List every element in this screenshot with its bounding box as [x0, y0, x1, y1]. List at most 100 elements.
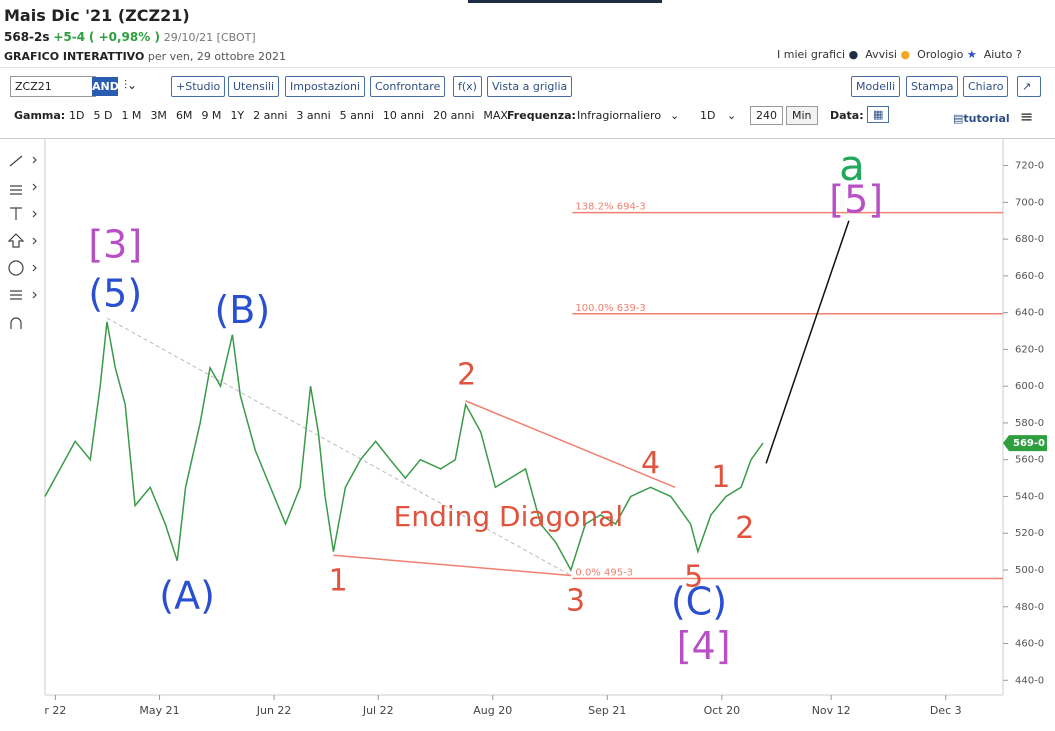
frequency-label: Frequenza: [507, 109, 576, 122]
wave-label: (A) [159, 574, 215, 618]
price-tag-label: 569-0 [1013, 438, 1045, 449]
fib-label: 138.2% 694-3 [575, 202, 645, 213]
y-tick-label: 440-0 [1015, 675, 1044, 686]
y-tick-label: 580-0 [1015, 418, 1044, 429]
wave-label: [5] [829, 177, 883, 221]
range[interactable]: 5 D [93, 109, 113, 122]
and-toggle[interactable]: AND [92, 77, 119, 96]
interval[interactable]: 1D [700, 109, 716, 122]
date-label: Data: [830, 109, 864, 122]
quote: 568-2s +5-4 ( +0,98% ) 29/10/21 [CBOT] [4, 30, 256, 44]
change-pct: ( +0,98% ) [88, 30, 160, 44]
fib-label: 100.0% 639-3 [575, 303, 645, 314]
button[interactable]: Confrontare [370, 76, 446, 97]
wave-label: 4 [641, 446, 660, 481]
frequency[interactable]: Infragiornaliero [577, 109, 662, 122]
title: Mais Dic '21 (ZCZ21) [4, 6, 190, 25]
minutes-unit[interactable]: Min [786, 106, 818, 125]
x-tick-label: Nov 12 [812, 704, 851, 717]
wave-label: 3 [566, 583, 585, 618]
date: 29/10/21 [CBOT] [163, 31, 256, 44]
x-tick-label: Dec 3 [930, 704, 962, 717]
wave-label: 1 [329, 563, 348, 598]
separator [0, 67, 1055, 68]
calendar[interactable]: ▦ [867, 106, 890, 123]
expand-button[interactable]: ↗ [1017, 76, 1041, 97]
link[interactable]: I miei grafici [777, 48, 846, 61]
wave-label: 2 [457, 358, 476, 393]
x-tick-label: Jun 22 [256, 704, 292, 717]
wave-label: (5) [88, 272, 142, 316]
subtitle-text: per ven, 29 ottobre 2021 [147, 50, 286, 63]
x-tick-label: Jul 22 [362, 704, 394, 717]
button[interactable]: Modelli [851, 76, 901, 97]
y-tick-label: 680-0 [1015, 234, 1044, 245]
chart-type[interactable]: ⫶⌄ [124, 78, 138, 92]
range[interactable]: 5 anni [339, 109, 374, 122]
price: 568-2s [4, 30, 50, 44]
x-tick-label: Sep 21 [588, 704, 626, 717]
y-tick-label: 500-0 [1015, 565, 1044, 576]
price-tag [1003, 435, 1047, 452]
range[interactable]: 6M [175, 109, 193, 122]
wave-label: a [839, 141, 865, 190]
subtitle: GRAFICO INTERATTIVO per ven, 29 ottobre … [4, 50, 286, 63]
x-tick-label: r 22 [44, 704, 66, 717]
range[interactable]: 1 M [121, 109, 142, 122]
button[interactable]: f(x) [453, 76, 482, 97]
x-tick-label: Oct 20 [704, 704, 741, 717]
y-tick-label: 560-0 [1015, 455, 1044, 466]
symbol-input[interactable]: ZCZ21 [10, 76, 96, 97]
minutes[interactable]: 240 [750, 106, 783, 125]
button[interactable]: Impostazioni [285, 76, 366, 97]
y-tick-label: 540-0 [1015, 491, 1044, 502]
x-tick-label: May 21 [139, 704, 179, 717]
range[interactable]: 3M [150, 109, 167, 122]
range[interactable]: 20 anni [433, 109, 475, 122]
wave-label: 2 [735, 511, 754, 546]
top-links: I miei grafici ● Avvisi ● Orologio ★ Aiu… [777, 48, 1022, 61]
y-tick-label: 520-0 [1015, 528, 1044, 539]
y-tick-label: 660-0 [1015, 271, 1044, 282]
button[interactable]: Stampa [906, 76, 959, 97]
menu[interactable]: ≡ [1020, 107, 1034, 126]
y-tick-label: 480-0 [1015, 602, 1044, 613]
price-line [44, 321, 764, 572]
button[interactable]: Chiaro [963, 76, 1009, 97]
button[interactable]: Utensili [228, 76, 280, 97]
range[interactable]: MAX [483, 109, 508, 122]
top-bar [468, 0, 662, 3]
drawing-tools[interactable] [7, 155, 37, 329]
link[interactable]: Avvisi [865, 48, 897, 61]
range-label: Gamma: [14, 109, 66, 122]
range[interactable]: 3 anni [296, 109, 331, 122]
wave-label: 5 [684, 559, 703, 594]
ranges: 1D 5 D 1 M 3M 6M 9 M 1Y 2 anni 3 anni 5 anni 10 an… [69, 109, 517, 122]
range[interactable]: 9 M [201, 109, 222, 122]
y-tick-label: 640-0 [1015, 308, 1044, 319]
range[interactable]: 10 anni [382, 109, 425, 122]
tutorial[interactable]: ▤tutorial [953, 112, 1010, 125]
change: +5-4 [53, 30, 86, 44]
y-tick-label: 720-0 [1015, 161, 1044, 172]
range[interactable]: 2 anni [253, 109, 288, 122]
range[interactable]: 1D [69, 109, 85, 122]
x-tick-label: Aug 20 [473, 704, 512, 717]
link[interactable]: Aiuto [983, 48, 1013, 61]
y-tick-label: 700-0 [1015, 197, 1044, 208]
trendline [465, 400, 676, 488]
button[interactable]: Vista a griglia [487, 76, 573, 97]
wave-label: Ending Diagonal [394, 500, 624, 533]
wave-label: [4] [677, 624, 731, 668]
trendline [106, 317, 572, 576]
link[interactable]: Orologio [917, 48, 964, 61]
y-tick-label: 460-0 [1015, 639, 1044, 650]
trendline [333, 554, 571, 577]
chart: 440-0 460-0 480-0 500-0 520-0 540-0 560-0 580-0… [7, 138, 1047, 717]
y-tick-label: 620-0 [1015, 344, 1044, 355]
button[interactable]: +Studio [171, 76, 226, 97]
range[interactable]: 1Y [230, 109, 245, 122]
wave-label: 1 [711, 460, 730, 495]
wave-label: (B) [214, 288, 270, 332]
